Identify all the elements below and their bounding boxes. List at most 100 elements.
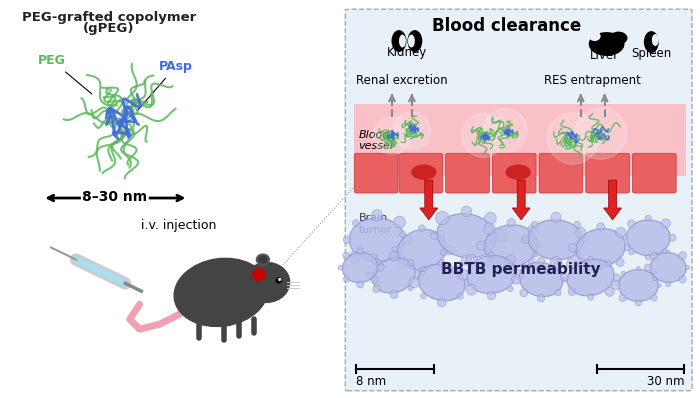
Text: Blood clearance: Blood clearance [432, 17, 581, 35]
Circle shape [512, 275, 521, 284]
Circle shape [372, 254, 377, 258]
Text: i.v. injection: i.v. injection [141, 219, 216, 232]
Ellipse shape [650, 253, 686, 283]
Circle shape [408, 286, 413, 291]
Circle shape [662, 249, 667, 254]
Circle shape [528, 258, 535, 265]
Ellipse shape [589, 31, 601, 41]
Circle shape [666, 250, 670, 254]
Circle shape [343, 236, 351, 243]
Circle shape [636, 300, 641, 306]
Circle shape [477, 241, 486, 250]
Circle shape [438, 259, 445, 266]
Ellipse shape [391, 30, 407, 52]
Circle shape [438, 298, 446, 307]
FancyBboxPatch shape [345, 9, 692, 391]
Circle shape [399, 261, 406, 269]
Ellipse shape [342, 253, 378, 283]
Circle shape [650, 252, 657, 259]
Circle shape [636, 267, 641, 270]
Circle shape [494, 229, 508, 242]
Circle shape [421, 267, 426, 271]
Circle shape [486, 258, 494, 266]
Circle shape [538, 295, 545, 302]
Text: 30 nm: 30 nm [647, 375, 684, 388]
Circle shape [547, 113, 598, 164]
Ellipse shape [372, 258, 415, 293]
Text: PEG-grafted copolymer: PEG-grafted copolymer [22, 11, 196, 24]
Text: Brain
tumor: Brain tumor [359, 213, 393, 234]
Ellipse shape [610, 31, 627, 45]
Ellipse shape [418, 264, 466, 301]
Circle shape [393, 216, 405, 228]
Circle shape [537, 243, 542, 248]
Ellipse shape [437, 214, 496, 258]
Circle shape [568, 243, 578, 252]
Circle shape [338, 265, 343, 270]
Circle shape [596, 223, 605, 231]
Circle shape [522, 236, 529, 244]
Ellipse shape [349, 218, 405, 261]
FancyBboxPatch shape [446, 153, 489, 193]
Circle shape [394, 252, 405, 263]
Circle shape [377, 264, 384, 271]
Circle shape [419, 225, 425, 231]
Circle shape [438, 230, 445, 238]
Circle shape [651, 295, 657, 301]
Circle shape [619, 295, 626, 302]
Ellipse shape [484, 225, 538, 267]
Ellipse shape [652, 34, 659, 46]
Circle shape [589, 256, 593, 261]
Circle shape [457, 293, 463, 299]
Circle shape [624, 244, 631, 251]
Ellipse shape [589, 32, 624, 56]
Circle shape [662, 219, 671, 228]
Circle shape [629, 248, 634, 255]
Circle shape [574, 221, 580, 228]
FancyArrow shape [603, 180, 622, 220]
Circle shape [430, 232, 438, 239]
Ellipse shape [644, 31, 659, 53]
Ellipse shape [528, 220, 584, 259]
Circle shape [531, 221, 538, 228]
Circle shape [507, 219, 515, 227]
Circle shape [616, 258, 624, 267]
Circle shape [461, 255, 472, 265]
Bar [354, 103, 686, 176]
Circle shape [409, 277, 419, 288]
Circle shape [461, 206, 472, 217]
Ellipse shape [256, 254, 270, 265]
Text: Blood
vessel: Blood vessel [358, 130, 393, 151]
Ellipse shape [576, 228, 625, 267]
Circle shape [598, 265, 603, 270]
Circle shape [666, 281, 671, 287]
Circle shape [568, 288, 576, 295]
Circle shape [574, 252, 580, 258]
Circle shape [615, 227, 626, 238]
Circle shape [554, 261, 564, 271]
Ellipse shape [407, 30, 422, 52]
Circle shape [566, 258, 577, 268]
Circle shape [555, 289, 561, 296]
Text: 8 nm: 8 nm [356, 375, 386, 388]
FancyBboxPatch shape [586, 153, 629, 193]
Circle shape [403, 235, 413, 245]
Ellipse shape [506, 165, 530, 179]
Circle shape [414, 271, 423, 280]
Circle shape [486, 249, 492, 255]
Circle shape [393, 111, 430, 149]
Circle shape [461, 113, 505, 157]
Text: PEG: PEG [38, 55, 92, 94]
Circle shape [253, 269, 265, 281]
Text: Liver: Liver [590, 49, 620, 62]
Circle shape [583, 237, 588, 242]
Ellipse shape [467, 256, 516, 293]
Circle shape [366, 272, 373, 279]
Circle shape [522, 264, 527, 269]
Circle shape [440, 249, 447, 256]
Circle shape [645, 254, 651, 260]
Ellipse shape [626, 220, 670, 256]
Circle shape [551, 212, 561, 222]
Circle shape [679, 252, 687, 259]
Ellipse shape [567, 259, 614, 296]
